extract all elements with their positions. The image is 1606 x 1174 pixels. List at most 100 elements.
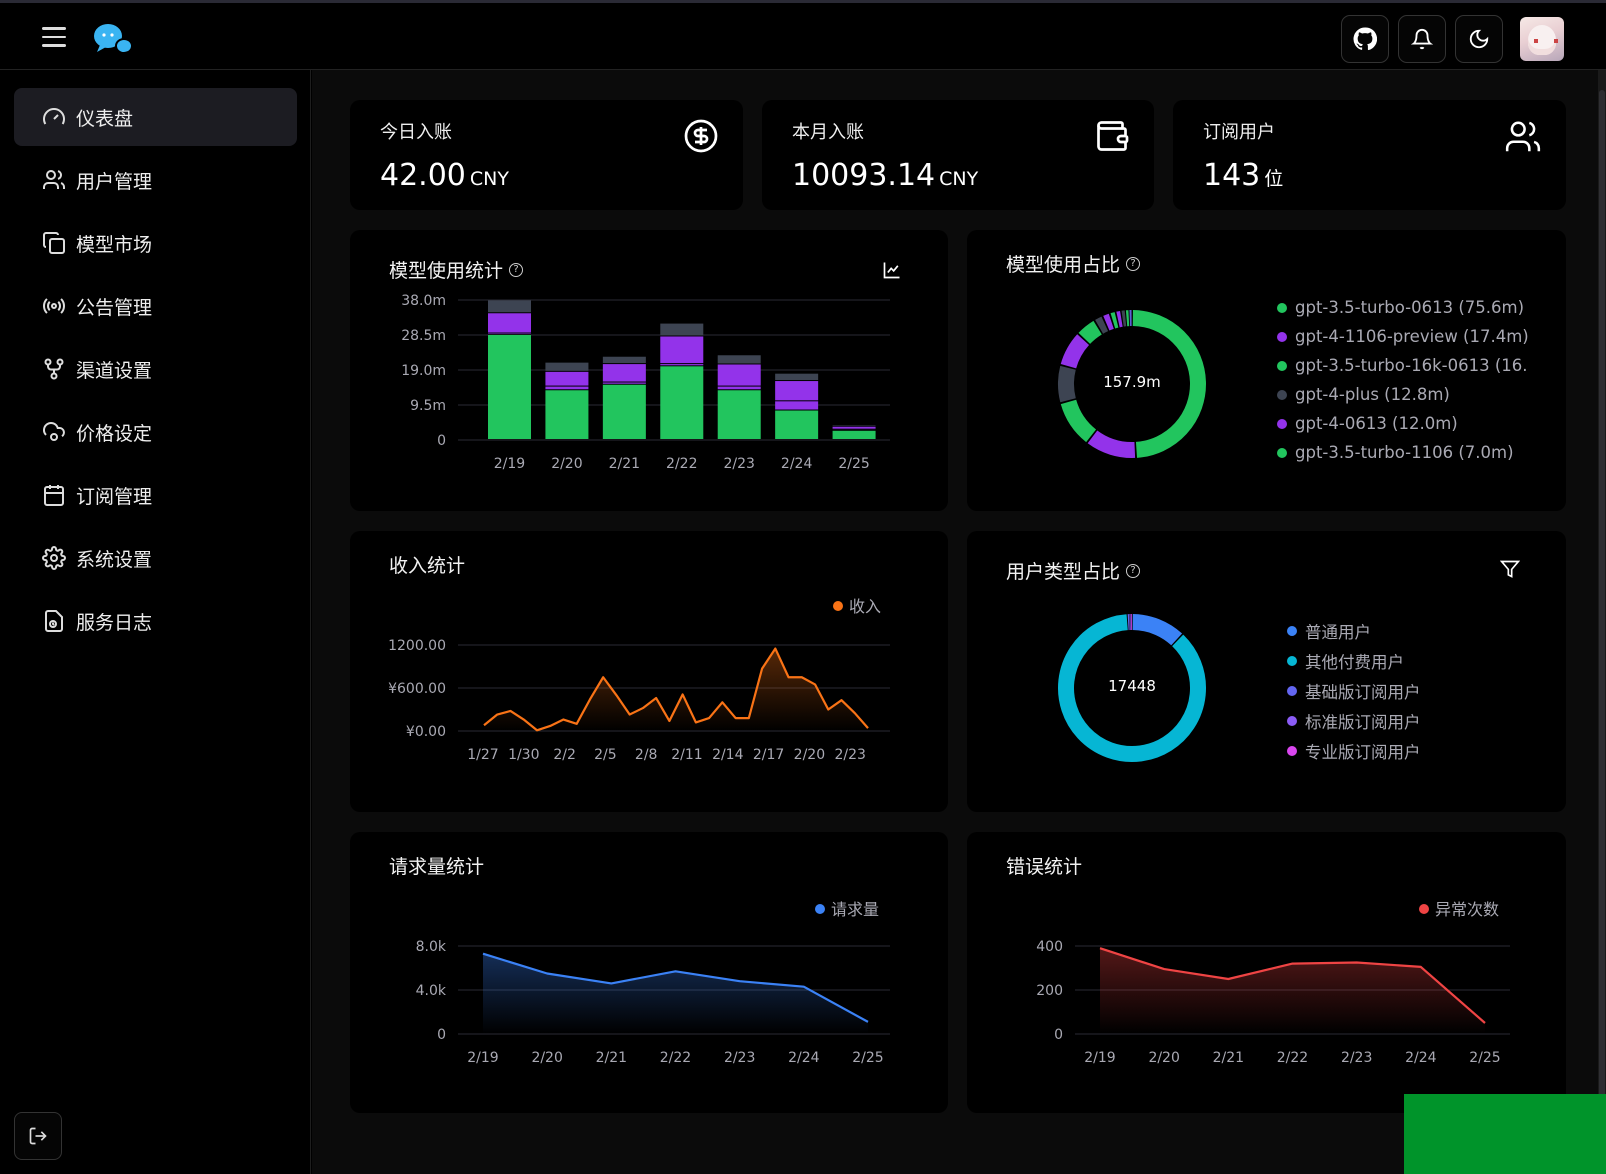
card-title: 用户类型占比 [1006, 561, 1121, 583]
logout-icon [29, 1127, 47, 1145]
github-button[interactable] [1341, 15, 1389, 63]
top-bar [0, 0, 1606, 70]
donut-slice [1132, 310, 1206, 458]
legend-label: 基础版订阅用户 [1305, 683, 1421, 702]
x-tick-label: 2/19 [494, 456, 525, 472]
sidebar-item-label: 订阅管理 [76, 485, 153, 508]
legend-item[interactable]: 基础版订阅用户 [1287, 676, 1547, 706]
requests-card: 请求量统计 请求量 0 4.0k 8.0k 2/19 2/20 2/21 2/22 2/23 2/… [350, 832, 948, 1113]
help-icon[interactable]: ? [509, 262, 524, 277]
users-icon [43, 170, 65, 189]
overlay-block [1404, 1094, 1606, 1174]
legend-dot [815, 904, 825, 914]
y-tick-label: 0 [1054, 1027, 1063, 1043]
legend-label: gpt-4-1106-preview (17.4m) [1295, 327, 1529, 346]
legend-dot [1277, 302, 1287, 313]
bar-segment [832, 430, 876, 439]
github-icon [1353, 27, 1377, 51]
donut-slice [1060, 334, 1090, 369]
help-icon[interactable]: ? [1126, 256, 1141, 271]
x-tick-label: 2/23 [1341, 1050, 1372, 1066]
legend-item[interactable]: gpt-4-0613 (12.0m) [1277, 409, 1557, 438]
sidebar-item-channels[interactable]: 渠道设置 [14, 340, 297, 398]
legend-item[interactable]: 标准版订阅用户 [1287, 706, 1547, 736]
legend-label: 收入 [849, 597, 881, 616]
main-content: 今日入账 42.00 CNY 本月入账 10093.14 CNY 订阅用户 143 位… [312, 70, 1598, 1174]
y-tick-label: 1200.00 [388, 638, 446, 654]
x-tick-label: 2/11 [671, 747, 702, 763]
legend-item[interactable]: gpt-4-1106-preview (17.4m) [1277, 322, 1557, 351]
bar-segment [602, 382, 646, 384]
y-tick-label: 28.5m [401, 328, 446, 344]
sidebar-item-announcements[interactable]: 公告管理 [14, 277, 297, 335]
bar-segment [488, 335, 531, 439]
legend-item[interactable]: 普通用户 [1287, 616, 1547, 646]
legend-item[interactable]: gpt-4-plus (12.8m) [1277, 380, 1557, 409]
sidebar-item-pricing[interactable]: 价格设定 [14, 403, 297, 461]
line-chart-icon[interactable] [882, 260, 902, 280]
donut-slice [1116, 310, 1123, 328]
donut-slice [1078, 320, 1102, 345]
theme-toggle-button[interactable] [1455, 15, 1503, 63]
legend-item[interactable]: gpt-3.5-turbo-16k-0613 (16. [1277, 351, 1557, 380]
legend-item[interactable]: 其他付费用户 [1287, 646, 1547, 676]
y-tick-label: 8.0k [416, 939, 447, 955]
legend-dot [1287, 716, 1297, 726]
sidebar-item-models[interactable]: 模型市场 [14, 214, 297, 272]
filter-icon[interactable] [1500, 559, 1520, 579]
sidebar-item-dashboard[interactable]: 仪表盘 [14, 88, 297, 146]
stat-value: 42.00 CNY [380, 158, 509, 193]
legend-label: 其他付费用户 [1305, 653, 1404, 672]
x-tick-label: 2/14 [712, 747, 744, 763]
help-icon[interactable]: ? [1126, 563, 1141, 578]
card-title: 模型使用统计 [389, 260, 504, 282]
sidebar-item-label: 仪表盘 [76, 107, 134, 130]
y-tick-label: ¥0.00 [406, 724, 446, 740]
model-usage-chart: 0 9.5m 19.0m 28.5m 38.0m 2/19 2/20 2/21 2/22 2/23… [401, 293, 890, 472]
avatar[interactable] [1520, 17, 1564, 61]
bar-segment [717, 390, 761, 439]
sidebar-item-subscriptions[interactable]: 订阅管理 [14, 466, 297, 524]
stat-title: 今日入账 [380, 122, 452, 143]
legend-item[interactable]: 专业版订阅用户 [1287, 736, 1547, 766]
legend-item[interactable]: gpt-3.5-turbo-0613 (75.6m) [1277, 293, 1557, 322]
legend: gpt-3.5-turbo-0613 (75.6m) gpt-4-1106-pre… [1277, 293, 1557, 467]
scrollbar[interactable] [1598, 70, 1606, 1174]
bar-segment [775, 381, 819, 401]
series-line [482, 952, 869, 1023]
x-tick-label: 2/23 [723, 456, 754, 472]
stat-title: 订阅用户 [1203, 122, 1275, 143]
sidebar-item-label: 服务日志 [76, 611, 153, 634]
donut-slice [1060, 399, 1097, 443]
donut-slice [1087, 430, 1136, 458]
model-share-card: 模型使用占比 ? 157.9m gpt-3.5-turbo-0613 (75.6… [967, 230, 1566, 511]
series-line [1099, 947, 1486, 1024]
x-tick-label: 2/5 [594, 747, 617, 763]
app-logo[interactable] [92, 21, 136, 61]
sidebar-item-users[interactable]: 用户管理 [14, 151, 297, 209]
legend-dot [1277, 360, 1287, 371]
user-type-donut [1058, 614, 1206, 762]
legend-dot [1287, 746, 1297, 756]
donut-slice [1110, 312, 1119, 329]
y-tick-label: ¥600.00 [388, 681, 446, 697]
notification-button[interactable] [1398, 15, 1446, 63]
x-tick-label: 2/8 [635, 747, 658, 763]
sidebar-item-label: 系统设置 [76, 548, 153, 571]
y-tick-label: 4.0k [416, 983, 447, 999]
x-tick-label: 2/22 [666, 456, 697, 472]
bar-segment [660, 336, 704, 364]
legend-label: 普通用户 [1305, 623, 1371, 642]
sidebar-item-settings[interactable]: 系统设置 [14, 529, 297, 587]
x-tick-label: 2/23 [724, 1050, 755, 1066]
y-tick-label: 0 [437, 1027, 446, 1043]
logout-button[interactable] [14, 1112, 62, 1160]
legend-label: 标准版订阅用户 [1305, 713, 1421, 732]
legend-dot [1287, 686, 1297, 696]
gear-icon [42, 546, 66, 570]
legend-item[interactable]: gpt-3.5-turbo-1106 (7.0m) [1277, 438, 1557, 467]
sidebar-item-logs[interactable]: 服务日志 [14, 592, 297, 650]
menu-icon[interactable] [42, 27, 66, 47]
bar-segment [660, 366, 704, 439]
y-tick-label: 19.0m [401, 363, 446, 379]
